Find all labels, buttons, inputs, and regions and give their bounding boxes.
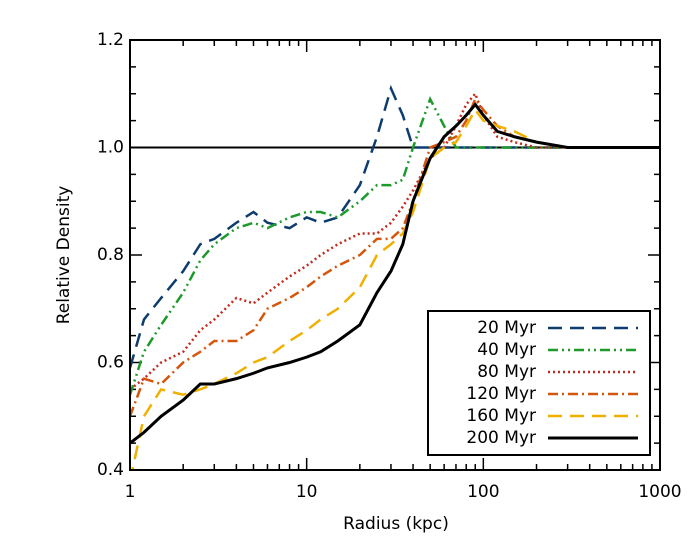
legend-label: 200 Myr [466,428,536,448]
plot-frame [129,39,661,471]
y-tick-label: 1.0 [97,138,124,158]
legend-label: 120 Myr [466,384,536,404]
series-line [130,91,660,391]
x-tick-label: 1 [125,482,136,502]
y-tick-label: 0.8 [97,245,124,265]
x-axis-label: Radius (kpc) [343,514,449,534]
series-line [130,84,660,369]
legend-label: 80 Myr [477,362,536,382]
series-line [130,102,660,445]
legend-label: 20 Myr [477,318,536,338]
y-tick-label: 1.2 [97,30,124,50]
y-tick-label: 0.6 [97,353,124,373]
x-tick-label: 100 [467,482,499,502]
legend-label: 160 Myr [466,406,536,426]
y-axis-label: Relative Density [54,186,74,325]
x-tick-label: 1000 [638,482,681,502]
legend-label: 40 Myr [477,340,536,360]
series-line [130,95,660,396]
series-line [131,107,660,470]
x-tick-label: 10 [296,482,318,502]
y-tick-label: 0.4 [97,460,124,480]
legend-box [427,310,651,456]
